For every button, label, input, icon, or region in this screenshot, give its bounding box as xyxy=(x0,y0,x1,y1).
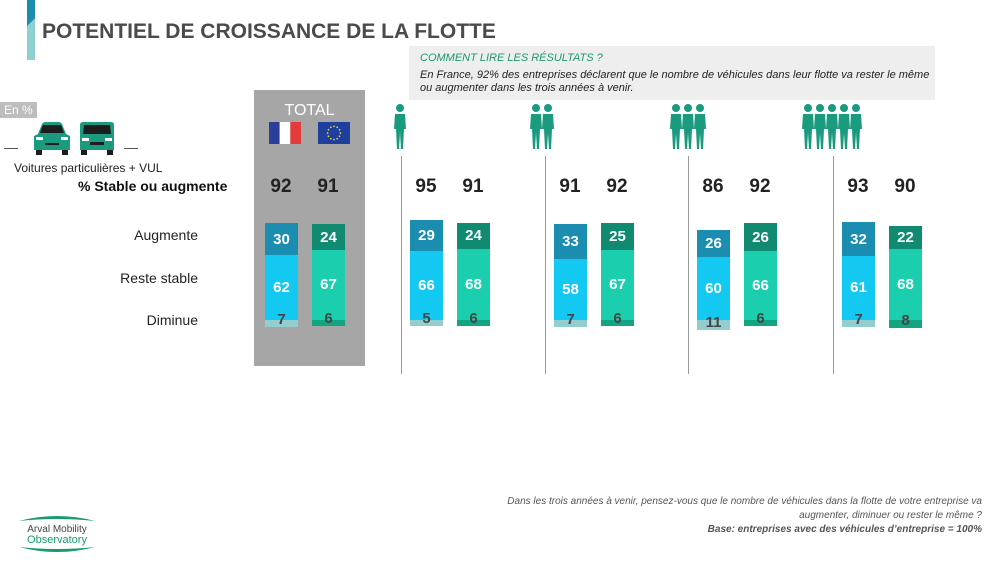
car-icon xyxy=(34,122,70,155)
bar-segment-diminue: 5 xyxy=(410,311,443,327)
headline-value: 90 xyxy=(894,176,916,197)
row-label-reste-stable: Reste stable xyxy=(120,270,198,286)
bar-segment-diminue: 6 xyxy=(601,311,634,327)
unit-badge: En % xyxy=(0,102,37,118)
bar-segment-reste-stable: 66 xyxy=(410,250,443,320)
headline-value: 93 xyxy=(847,176,869,197)
row-label-augmente: Augmente xyxy=(134,227,198,243)
group-divider xyxy=(545,156,546,374)
group-divider xyxy=(401,156,402,374)
bar-segment-diminue: 6 xyxy=(744,311,777,327)
five-people-icon xyxy=(802,104,862,149)
eu-flag-icon xyxy=(318,122,350,144)
how-to-read-text: En France, 92% des entreprises déclarent… xyxy=(420,69,930,94)
footer-question: Dans les trois années à venir, pensez-vo… xyxy=(507,496,982,521)
title-accent-bar xyxy=(27,0,35,60)
page-title: POTENTIEL DE CROISSANCE DE LA FLOTTE xyxy=(42,20,496,43)
dash-right xyxy=(124,148,138,149)
bar-segment-augmente: 24 xyxy=(312,224,345,250)
group-divider xyxy=(833,156,834,374)
vehicles-label: Voitures particulières + VUL xyxy=(14,161,163,175)
bar-segment-diminue: 7 xyxy=(842,312,875,327)
logo-line2: Observatory xyxy=(27,534,87,546)
bar-segment-augmente: 25 xyxy=(601,223,634,250)
bar-segment-diminue: 7 xyxy=(554,312,587,327)
row-label-diminue: Diminue xyxy=(146,312,198,328)
bar-segment-reste-stable: 60 xyxy=(697,257,730,320)
headline-value: 91 xyxy=(462,176,484,197)
how-to-read-box: COMMENT LIRE LES RÉSULTATS ? En France, … xyxy=(409,46,935,100)
bar-segment-augmente: 30 xyxy=(265,223,298,255)
headline-value: 92 xyxy=(749,176,771,197)
bar-segment-reste-stable: 67 xyxy=(312,249,345,320)
dash-left xyxy=(4,148,18,149)
logo-line1: Arval Mobility xyxy=(27,524,86,535)
bar-segment-diminue: 6 xyxy=(312,311,345,327)
bar-segment-augmente: 29 xyxy=(410,220,443,251)
total-label: TOTAL xyxy=(284,102,335,119)
bar-segment-augmente: 24 xyxy=(457,223,490,249)
bar-segment-diminue: 8 xyxy=(889,313,922,328)
bar-segment-reste-stable: 58 xyxy=(554,259,587,320)
bar-segment-diminue: 7 xyxy=(265,312,298,327)
headline-value: 92 xyxy=(606,176,628,197)
how-to-read-title: COMMENT LIRE LES RÉSULTATS ? xyxy=(420,52,603,64)
bar-segment-reste-stable: 66 xyxy=(744,250,777,320)
bar-segment-reste-stable: 67 xyxy=(601,249,634,320)
bar-segment-augmente: 26 xyxy=(744,223,777,251)
bar-segment-augmente: 22 xyxy=(889,225,922,249)
one-person-icon xyxy=(394,104,406,149)
headline-value: 95 xyxy=(415,176,437,197)
title-accent-bar-top xyxy=(27,0,35,26)
three-people-icon xyxy=(670,104,706,149)
headline-value: 91 xyxy=(317,176,339,197)
france-flag-icon xyxy=(269,122,301,144)
group-divider xyxy=(688,156,689,374)
bar-segment-diminue: 6 xyxy=(457,311,490,327)
footer-note: Dans les trois années à venir, pensez-vo… xyxy=(462,495,982,537)
headline-value: 92 xyxy=(270,176,292,197)
bar-segment-reste-stable: 68 xyxy=(889,248,922,320)
bar-segment-reste-stable: 68 xyxy=(457,248,490,320)
stable-or-increase-label: % Stable ou augmente xyxy=(78,178,228,194)
bar-segment-augmente: 33 xyxy=(554,224,587,260)
bar-segment-augmente: 26 xyxy=(697,229,730,257)
bar-segment-reste-stable: 62 xyxy=(265,254,298,320)
footer-base: Base: entreprises avec des véhicules d’e… xyxy=(707,524,982,535)
van-icon xyxy=(80,122,114,155)
arval-logo: Arval Mobility Observatory xyxy=(19,516,95,552)
headline-value: 86 xyxy=(702,176,724,197)
bar-segment-diminue: 11 xyxy=(697,315,730,331)
two-people-icon xyxy=(530,104,554,149)
headline-value: 91 xyxy=(559,176,581,197)
bar-segment-reste-stable: 61 xyxy=(842,255,875,320)
bar-segment-augmente: 32 xyxy=(842,222,875,256)
